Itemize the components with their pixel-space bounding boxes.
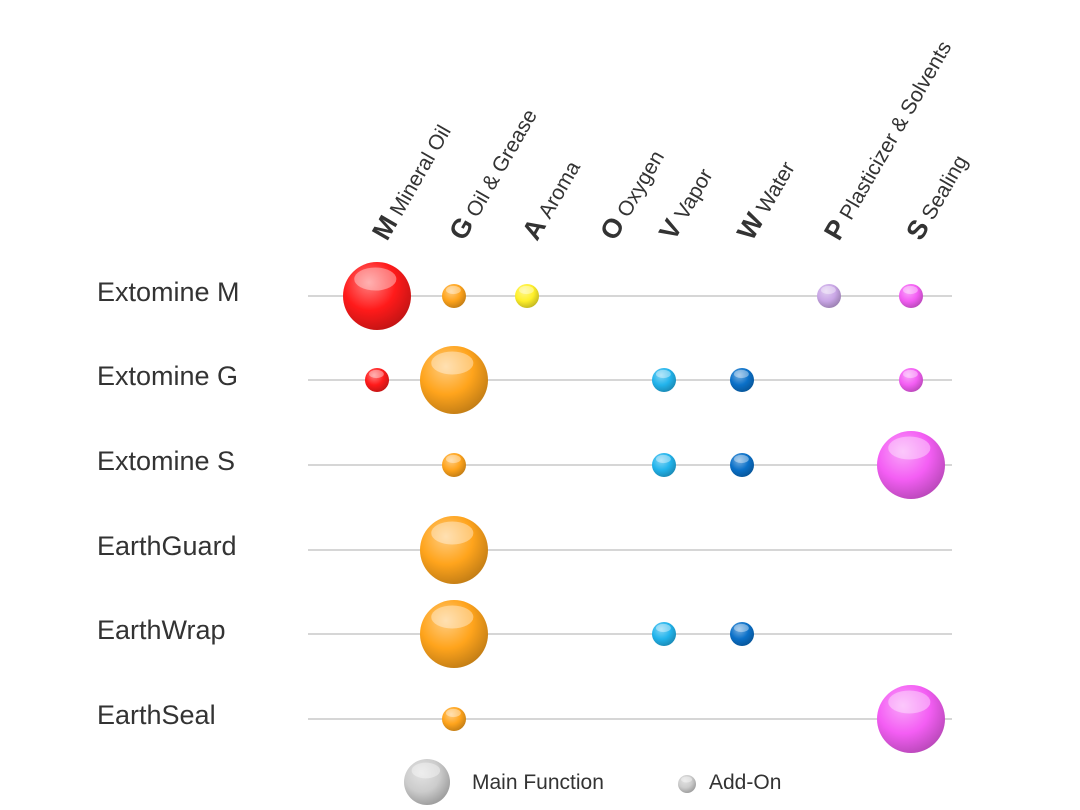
addon-bubble-v xyxy=(652,453,676,477)
column-name: Vapor xyxy=(670,165,717,224)
column-name: Oxygen xyxy=(613,147,669,221)
row-label: EarthGuard xyxy=(97,531,237,561)
main-bubble-g xyxy=(420,516,488,584)
column-name: Aroma xyxy=(534,157,585,222)
product-row: Extomine G xyxy=(97,346,952,414)
column-header-m: MMineral Oil xyxy=(366,118,456,245)
addon-bubble-g xyxy=(442,707,466,731)
row-label: EarthWrap xyxy=(97,615,226,645)
addon-bubble-w xyxy=(730,622,754,646)
addon-bubble-v xyxy=(652,368,676,392)
row-label: Extomine G xyxy=(97,361,238,391)
addon-bubble-m xyxy=(365,368,389,392)
addon-bubble-v xyxy=(652,622,676,646)
legend-addon-label: Add-On xyxy=(709,771,781,794)
legend-addon-bubble xyxy=(678,775,696,793)
legend-main-label: Main Function xyxy=(472,771,604,794)
column-header-s: SSealing xyxy=(900,149,973,245)
column-header-v: VVapor xyxy=(653,162,718,245)
addon-bubble-p xyxy=(817,284,841,308)
product-row: EarthSeal xyxy=(97,685,952,753)
main-bubble-g xyxy=(420,600,488,668)
row-label: EarthSeal xyxy=(97,700,216,730)
main-bubble-g xyxy=(420,346,488,414)
row-label: Extomine S xyxy=(97,446,235,476)
legend: Main Function Add-On xyxy=(404,759,781,805)
product-row: Extomine M xyxy=(97,262,952,330)
addon-bubble-w xyxy=(730,368,754,392)
product-rows: Extomine M Extomine G Extomine S EarthGuard… xyxy=(97,262,952,753)
column-name: Oil & Grease xyxy=(462,105,542,221)
addon-bubble-g xyxy=(442,453,466,477)
product-row: EarthGuard xyxy=(97,516,952,584)
column-header-a: AAroma xyxy=(516,154,586,245)
product-row: EarthWrap xyxy=(97,600,952,668)
main-bubble-s xyxy=(877,685,945,753)
column-name: Mineral Oil xyxy=(386,121,456,219)
column-name: Sealing xyxy=(917,152,972,224)
main-bubble-s xyxy=(877,431,945,499)
row-label: Extomine M xyxy=(97,277,240,307)
product-row: Extomine S xyxy=(97,431,952,499)
addon-bubble-g xyxy=(442,284,466,308)
addon-bubble-a xyxy=(515,284,539,308)
column-name: Water xyxy=(752,158,800,217)
legend-main-bubble xyxy=(404,759,450,805)
addon-bubble-s xyxy=(899,368,923,392)
addon-bubble-s xyxy=(899,284,923,308)
addon-bubble-w xyxy=(730,453,754,477)
column-header-w: WWater xyxy=(731,155,800,245)
main-bubble-m xyxy=(343,262,411,330)
